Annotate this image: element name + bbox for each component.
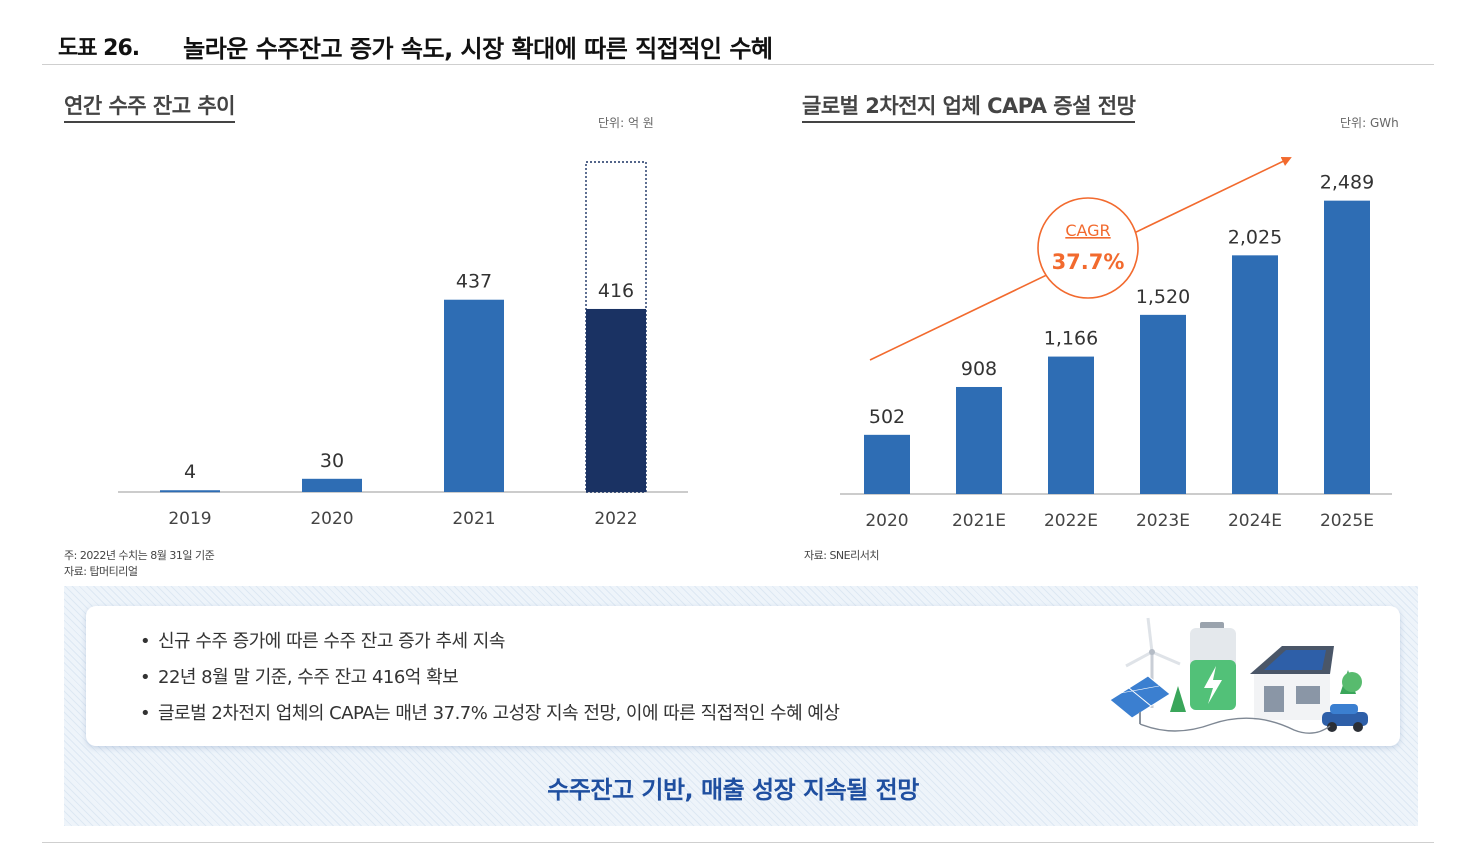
- battery-icon: [1190, 622, 1236, 710]
- cagr-label: CAGR: [1065, 221, 1110, 240]
- data-label-2019: 4: [184, 461, 196, 483]
- left-panel-notes: 주: 2022년 수치는 8월 31일 기준 자료: 탑머티리얼: [64, 548, 215, 580]
- data-label-2021E: 908: [961, 358, 997, 380]
- figure-title: 놀라운 수주잔고 증가 속도, 시장 확대에 따른 직접적인 수혜: [183, 34, 773, 63]
- bar-2019: [160, 490, 220, 493]
- data-label-2021: 437: [456, 271, 492, 293]
- conclusion-text: 수주잔고 기반, 매출 성장 지속될 전망: [547, 776, 919, 804]
- bar-2023E: [1140, 314, 1186, 494]
- electric-car-icon: [1322, 704, 1368, 732]
- figure-number: 도표 26.: [58, 36, 140, 61]
- cagr-value: 37.7%: [1052, 250, 1125, 274]
- cable-line: [1139, 717, 1331, 734]
- energy-illustration: [1109, 617, 1368, 734]
- figure-header: 도표 26. 놀라운 수주잔고 증가 속도, 시장 확대에 따른 직접적인 수혜: [58, 26, 773, 66]
- bottom-divider: [42, 842, 1434, 843]
- x-tick-label-2020: 2020: [310, 509, 353, 529]
- left-panel-unit: 단위: 억 원: [598, 116, 654, 130]
- right-panel-title: 글로벌 2차전지 업체 CAPA 증설 전망: [802, 90, 1136, 123]
- data-label-2020: 30: [320, 450, 344, 472]
- bar-2024E: [1232, 255, 1278, 494]
- bar-2025E: [1324, 200, 1370, 494]
- x-tick-label-2019: 2019: [168, 509, 211, 529]
- bar-2020: [864, 434, 910, 494]
- summary-bullet: • 글로벌 2차전지 업체의 CAPA는 매년 37.7% 고성장 지속 전망, …: [140, 703, 840, 724]
- x-tick-label-2020: 2020: [865, 511, 908, 531]
- x-tick-label-2021: 2021: [452, 509, 495, 529]
- left-note-1: 주: 2022년 수치는 8월 31일 기준: [64, 549, 215, 562]
- bar-2020: [302, 478, 362, 492]
- right-note-1: 자료: SNE리서치: [804, 549, 879, 562]
- x-tick-label-2024E: 2024E: [1228, 511, 1282, 531]
- summary-bullet: • 22년 8월 말 기준, 수주 잔고 416억 확보: [140, 667, 459, 688]
- x-tick-label-2022E: 2022E: [1044, 511, 1098, 531]
- solar-panel-icon: [1109, 675, 1171, 724]
- house-icon: [1250, 646, 1334, 720]
- order-backlog-chart: 4 2019 30 2020 437 2021 416 2022: [118, 161, 688, 529]
- x-tick-label-2022: 2022: [594, 509, 637, 529]
- left-note-2: 자료: 탑머티리얼: [64, 565, 138, 578]
- summary-bullets: • 신규 수주 증가에 따른 수주 잔고 증가 추세 지속 • 22년 8월 말 기…: [140, 628, 840, 736]
- x-tick-label-2023E: 2023E: [1136, 511, 1190, 531]
- cagr-circle: [1037, 197, 1139, 299]
- bar-2021E: [956, 386, 1002, 494]
- bar-2021: [444, 299, 504, 492]
- x-tick-label-2025E: 2025E: [1320, 511, 1374, 531]
- bar-2022E: [1048, 356, 1094, 494]
- tree-icon: [1170, 670, 1362, 712]
- x-tick-label-2021E: 2021E: [952, 511, 1006, 531]
- data-label-2023E: 1,520: [1136, 286, 1190, 308]
- data-label-2024E: 2,025: [1228, 226, 1282, 248]
- data-label-2022: 416: [598, 280, 634, 302]
- data-label-2025E: 2,489: [1320, 172, 1374, 194]
- left-panel-title: 연간 수주 잔고 추이: [64, 90, 236, 123]
- data-label-2022E: 1,166: [1044, 328, 1098, 350]
- summary-card: [86, 606, 1400, 746]
- summary-bullet: • 신규 수주 증가에 따른 수주 잔고 증가 추세 지속: [140, 631, 505, 652]
- top-divider: [42, 64, 1434, 65]
- data-label-2020: 502: [869, 406, 905, 428]
- right-panel-notes: 자료: SNE리서치: [804, 548, 879, 564]
- capa-chart: CAGR 37.7% 502 2020 908 2021E 1,166 2022E 1,52…: [840, 156, 1392, 531]
- right-panel-unit: 단위: GWh: [1340, 116, 1399, 130]
- bar-2022: [586, 308, 646, 492]
